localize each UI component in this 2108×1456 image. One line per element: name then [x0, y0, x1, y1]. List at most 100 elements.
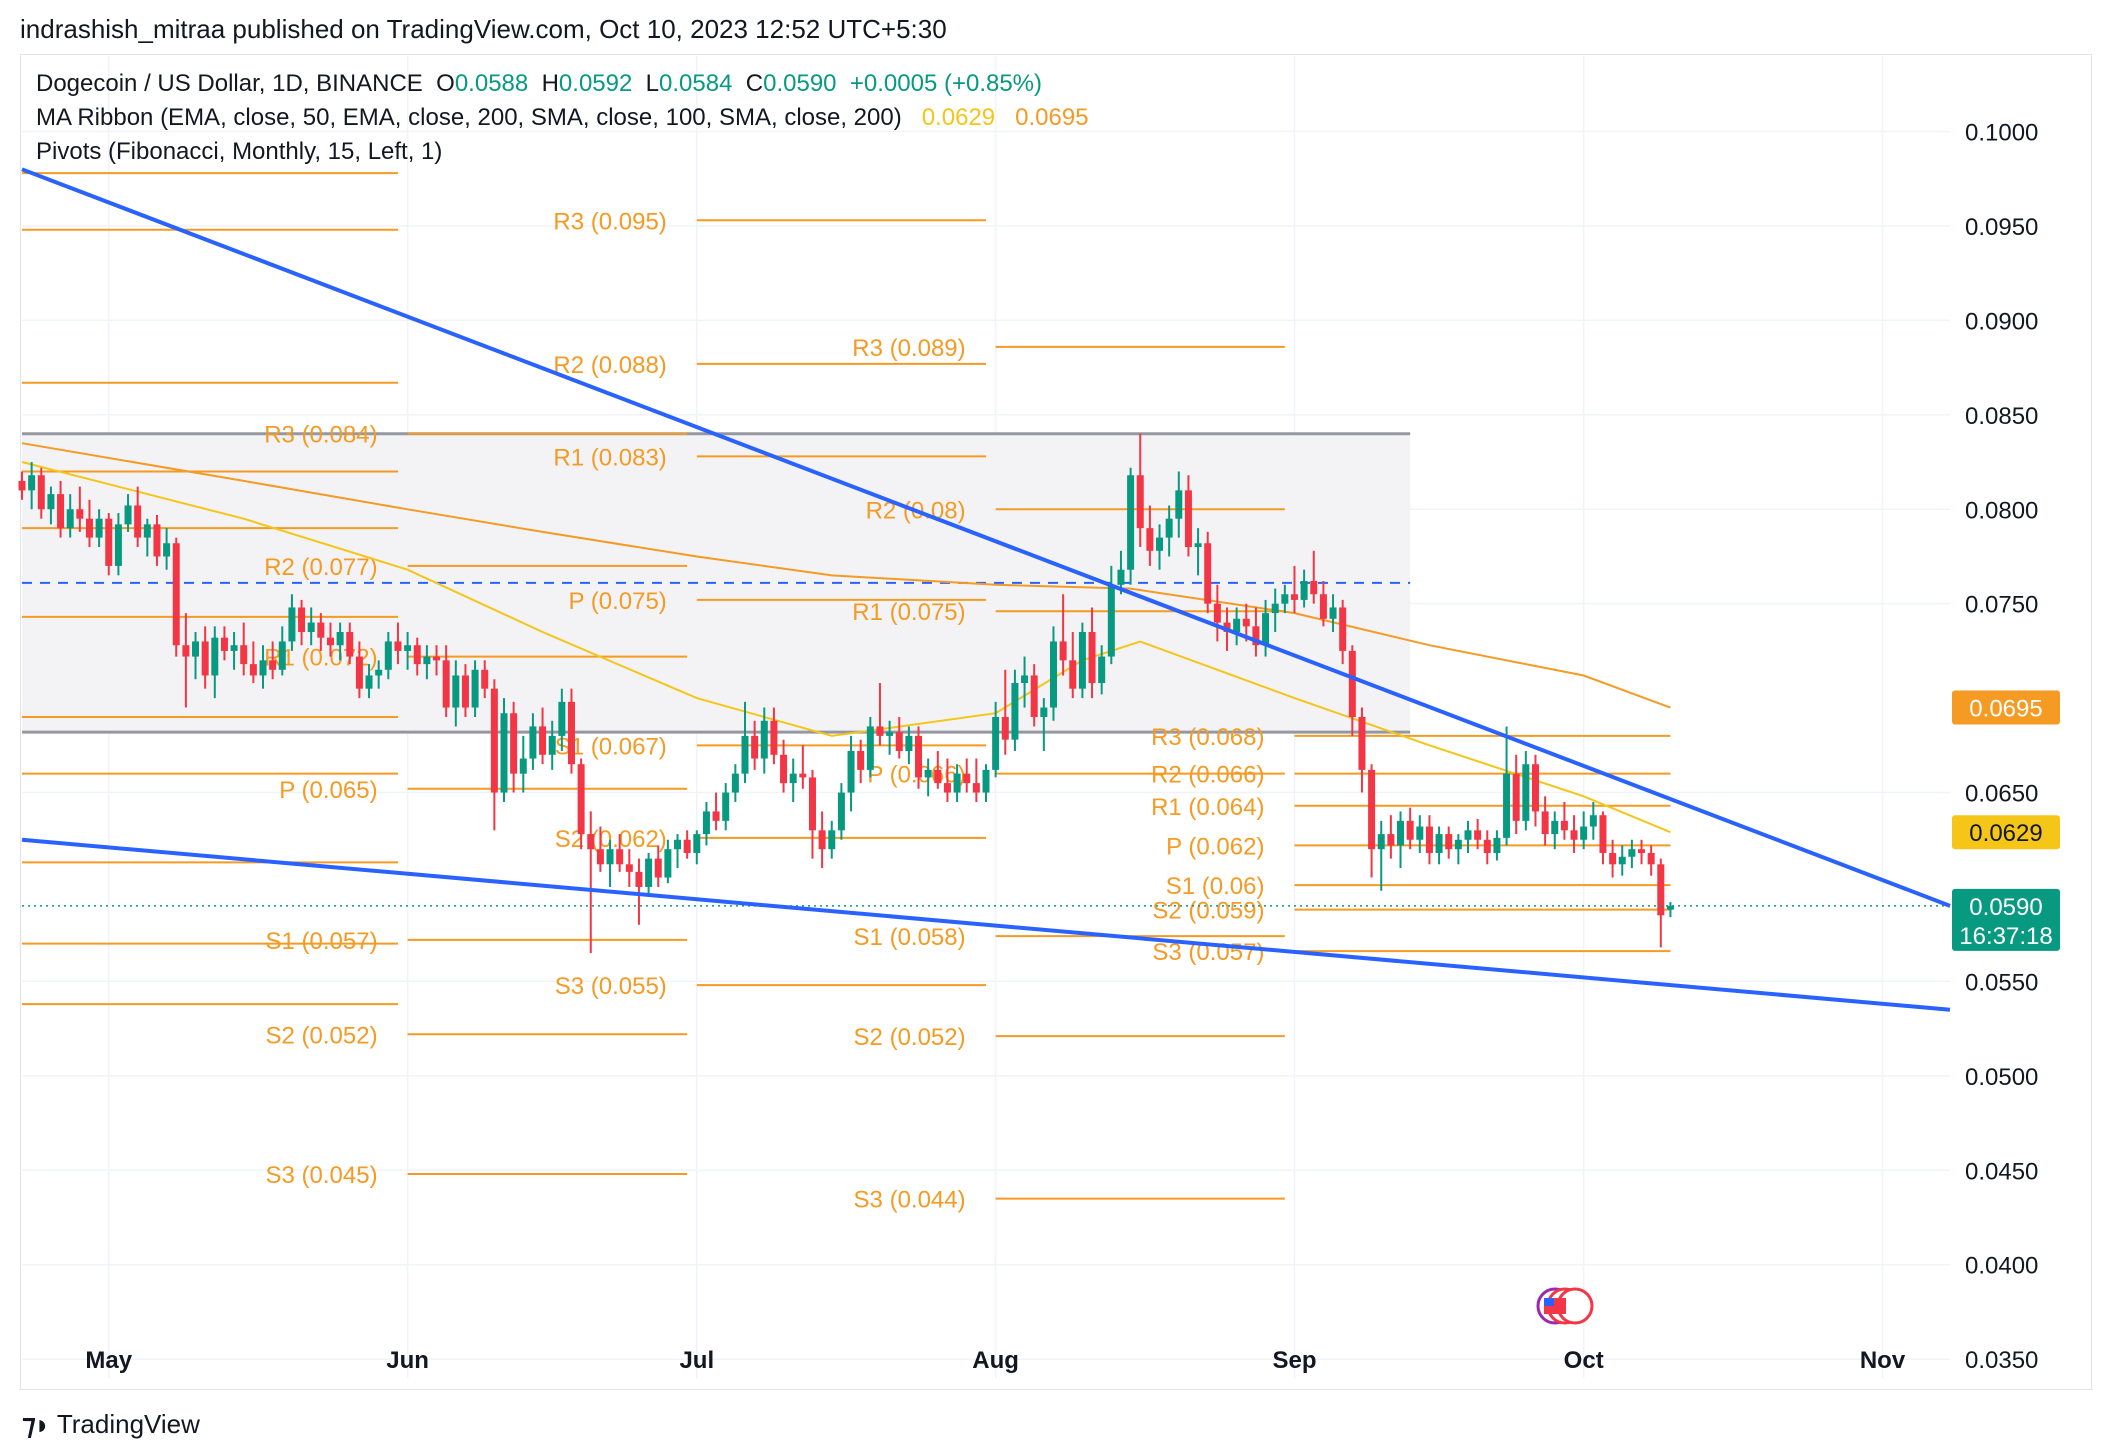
candle-body [789, 773, 797, 784]
flag-canton [1544, 1298, 1554, 1306]
candle-body [1040, 707, 1048, 717]
candle-body [1098, 656, 1106, 684]
candle-body [1021, 675, 1029, 684]
pivot-label-s2: S2 (0.059) [1152, 898, 1264, 925]
footer-brand[interactable]: ⁊◗ TradingView [22, 1408, 200, 1441]
candle-body [1348, 650, 1356, 717]
candle-body [230, 645, 238, 651]
candle-body [722, 792, 730, 821]
candle-body [924, 769, 932, 778]
candle-body [1127, 475, 1135, 570]
candle-body [1599, 815, 1607, 853]
legend-ma-value-1: 0.0629 [921, 104, 996, 131]
candle-body [1387, 834, 1395, 846]
candle-body [982, 769, 990, 793]
candle-body [163, 543, 171, 557]
pivot-label-s1: S1 (0.057) [266, 928, 378, 955]
legend-close-label: C [745, 70, 764, 97]
candle-body [1329, 607, 1337, 619]
y-tick-label: 0.0650 [1965, 781, 2038, 808]
candles [18, 433, 1950, 954]
pivot-label-s3: S3 (0.055) [555, 973, 667, 1000]
candle-body [1445, 834, 1453, 850]
candle-body [413, 645, 421, 665]
legend-pivots[interactable]: Pivots (Fibonacci, Monthly, 15, Left, 1) [36, 138, 443, 165]
legend-symbol-row: Dogecoin / US Dollar, 1D, BINANCE O0.058… [36, 70, 1042, 98]
pivot-label-r3: R3 (0.084) [264, 422, 377, 449]
y-tick-label: 0.0750 [1965, 592, 2038, 619]
candle-body [683, 839, 691, 853]
candle-body [558, 701, 566, 736]
legend-ma-ribbon[interactable]: MA Ribbon (EMA, close, 50, EMA, close, 2… [36, 104, 902, 131]
candle-body [375, 669, 383, 676]
candle-body [577, 764, 585, 835]
candle-body [1483, 839, 1491, 853]
candle-body [548, 735, 556, 755]
candle-body [307, 622, 315, 633]
candle-body [481, 669, 489, 689]
candle-body [519, 758, 527, 774]
candle-body [510, 713, 518, 774]
candle-body [1425, 826, 1433, 853]
candle-body [317, 622, 325, 638]
candle-body [1474, 830, 1482, 840]
y-tick-label: 0.0350 [1965, 1347, 2038, 1374]
candle-body [1464, 830, 1472, 840]
pivot-label-r3: R3 (0.068) [1151, 724, 1264, 751]
candle-body [1069, 660, 1077, 689]
candle-body [1638, 849, 1646, 853]
candle-body [1310, 581, 1318, 595]
candle-body [1030, 675, 1038, 717]
price-label-box [1952, 888, 2060, 951]
candle-body [452, 675, 460, 708]
candle-body [943, 783, 951, 793]
candle-body [1059, 641, 1067, 661]
pivot-label-s1: S1 (0.058) [854, 924, 966, 951]
candle-body [529, 726, 537, 759]
publisher-header: indrashish_mitraa published on TradingVi… [20, 14, 947, 44]
candle-body [1435, 834, 1443, 853]
candle-body [28, 475, 36, 491]
candle-body [953, 773, 961, 793]
candle-body [1628, 849, 1636, 857]
candle-body [1194, 543, 1202, 548]
candle-body [1088, 632, 1096, 684]
events-icon[interactable] [1536, 1287, 1594, 1325]
chart-frame[interactable] [20, 54, 2092, 1390]
candle-body [972, 783, 980, 793]
candle-body [1551, 820, 1559, 835]
candle-body [1262, 613, 1270, 646]
candle-body [1204, 543, 1212, 604]
pivot-label-r1: R1 (0.064) [1151, 794, 1264, 821]
legend-ma-value-2: 0.0695 [1015, 104, 1089, 131]
candle-body [57, 494, 65, 529]
price-label-text: 0.0695 [1969, 696, 2042, 723]
candle-body [712, 811, 720, 821]
candle-body [1117, 569, 1125, 585]
candle-body [336, 632, 344, 646]
candle-body [1011, 683, 1019, 740]
candle-body [1213, 603, 1221, 623]
pivot-label-r2: R2 (0.088) [553, 352, 666, 379]
trendline [21, 167, 1951, 908]
x-tick-label: Jul [679, 1347, 714, 1374]
pivot-label-s2: S2 (0.052) [266, 1022, 378, 1049]
candle-body [1609, 852, 1617, 865]
y-tick-label: 0.0450 [1965, 1158, 2038, 1185]
legend-symbol[interactable]: Dogecoin / US Dollar, 1D, BINANCE [36, 70, 423, 97]
candle-body [876, 726, 884, 736]
x-tick-label: Aug [972, 1347, 1019, 1374]
candle-body [1290, 594, 1298, 600]
legend-ma-row: MA Ribbon (EMA, close, 50, EMA, close, 2… [36, 104, 1089, 132]
trendline [21, 837, 1951, 1012]
candle-body [674, 839, 682, 850]
candle-body [1358, 717, 1366, 770]
candle-body [1570, 830, 1578, 840]
candle-body [886, 732, 894, 736]
candle-body [182, 645, 190, 657]
candle-body [1454, 839, 1462, 850]
legend-low-value: 0.0584 [659, 70, 733, 97]
candle-body [192, 641, 200, 657]
